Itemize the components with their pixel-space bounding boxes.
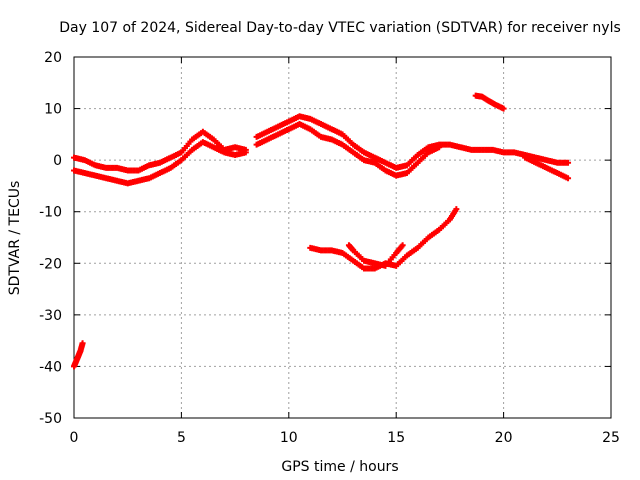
series-track-a-lower [71, 139, 249, 187]
y-tick-label: -20 [39, 256, 62, 272]
data-point [500, 105, 507, 112]
x-tick-label: 10 [280, 430, 298, 446]
series-track-e [71, 340, 86, 370]
data-point [399, 242, 406, 249]
plot-frame [73, 56, 612, 419]
series-track-d [472, 92, 507, 112]
x-tick-label: 15 [387, 430, 405, 446]
x-axis-label: GPS time / hours [281, 459, 398, 475]
x-tick-label: 20 [495, 430, 513, 446]
axis-ticks: 0 5 10 15 20 25 -50 -40 -30 -20 -10 0 10 20 [39, 50, 620, 446]
y-tick-label: -40 [39, 359, 62, 375]
x-tick-label: 5 [177, 430, 186, 446]
y-tick-label: 0 [53, 153, 62, 169]
y-axis-label: SDTVAR / TECUs [7, 181, 23, 296]
series-track-b-tail [522, 154, 572, 182]
chart-title: Day 107 of 2024, Sidereal Day-to-day VTE… [59, 20, 621, 36]
series-track-b-lower [253, 121, 443, 179]
y-tick-label: -30 [39, 308, 62, 324]
gridlines [74, 57, 611, 418]
series-track-c-upper [345, 242, 406, 269]
series-track-b [253, 113, 572, 171]
data-point [565, 175, 572, 182]
y-tick-label: -50 [39, 411, 62, 427]
data-point [436, 144, 443, 151]
y-tick-label: 20 [44, 50, 62, 66]
data-point [453, 206, 460, 213]
data-point [79, 340, 86, 347]
data-point [565, 159, 572, 166]
x-tick-label: 25 [602, 430, 620, 446]
data-series [71, 92, 572, 370]
data-point [242, 149, 249, 156]
y-tick-label: 10 [44, 102, 62, 118]
x-tick-label: 0 [70, 430, 79, 446]
y-tick-label: -10 [39, 205, 62, 221]
